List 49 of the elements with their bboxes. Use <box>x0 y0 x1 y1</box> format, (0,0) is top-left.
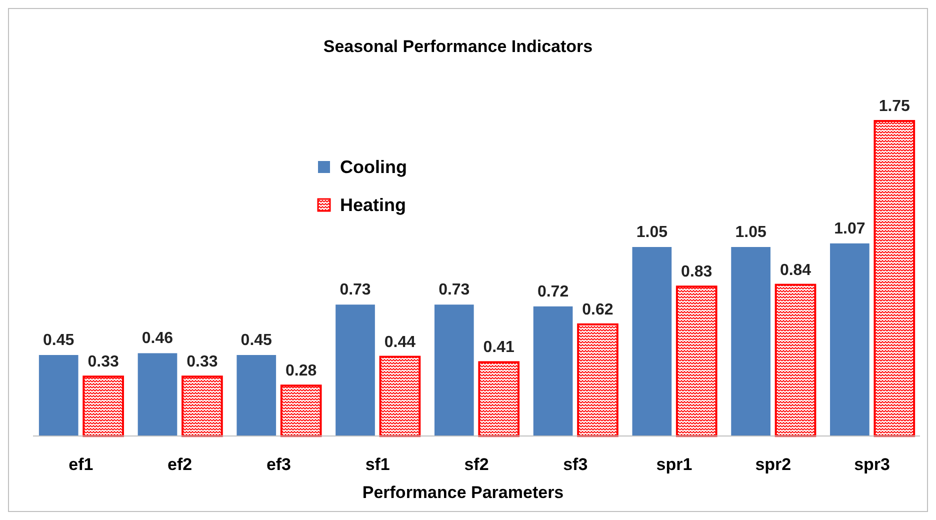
x-tick-label: sf1 <box>365 455 390 474</box>
bar <box>874 120 916 437</box>
data-label: 0.73 <box>438 282 470 299</box>
data-label: 0.45 <box>240 332 272 349</box>
data-label: 1.05 <box>636 224 668 241</box>
data-label: 0.33 <box>186 354 218 371</box>
data-label: 0.84 <box>780 262 812 279</box>
data-label: 0.72 <box>537 283 569 300</box>
data-label: 0.46 <box>142 330 174 348</box>
data-label: 0.83 <box>681 264 712 281</box>
data-label: 0.62 <box>582 301 614 318</box>
bar <box>336 304 375 436</box>
x-tick-label: spr1 <box>656 455 692 474</box>
bar <box>82 376 124 437</box>
bar <box>731 247 770 436</box>
x-tick-label: spr3 <box>854 455 890 474</box>
x-tick-label: sf3 <box>563 455 588 474</box>
bar <box>280 384 322 437</box>
chart-title: Seasonal Performance Indicators <box>323 37 593 56</box>
bar <box>478 361 520 437</box>
data-label: 0.45 <box>43 332 74 349</box>
bar <box>182 376 223 437</box>
x-tick-label: ef2 <box>168 455 192 474</box>
bar <box>38 355 78 436</box>
bar <box>138 353 178 436</box>
x-tick-label: ef1 <box>68 455 94 474</box>
legend-label: Heating <box>340 195 406 215</box>
bar <box>533 306 573 436</box>
data-label: 1.05 <box>735 224 766 241</box>
data-label: 0.44 <box>384 334 416 351</box>
data-label: 0.28 <box>286 362 317 380</box>
data-label: 0.73 <box>340 282 371 299</box>
x-tick-label: sf2 <box>464 455 489 474</box>
legend-label: Cooling <box>340 157 407 177</box>
data-label: 1.07 <box>834 220 866 238</box>
bar <box>830 243 870 436</box>
data-label: 0.33 <box>88 354 119 371</box>
bar <box>632 247 672 436</box>
x-tick-label: ef3 <box>266 455 292 474</box>
x-axis-title: Performance Parameters <box>362 483 564 502</box>
data-label: 0.41 <box>483 339 515 356</box>
x-tick-label: spr2 <box>755 455 792 474</box>
data-label: 1.75 <box>878 98 910 115</box>
bar <box>236 355 276 436</box>
bar <box>434 304 474 436</box>
bar <box>577 323 618 437</box>
bar <box>676 286 718 437</box>
bar <box>379 356 421 437</box>
bar <box>774 284 816 437</box>
